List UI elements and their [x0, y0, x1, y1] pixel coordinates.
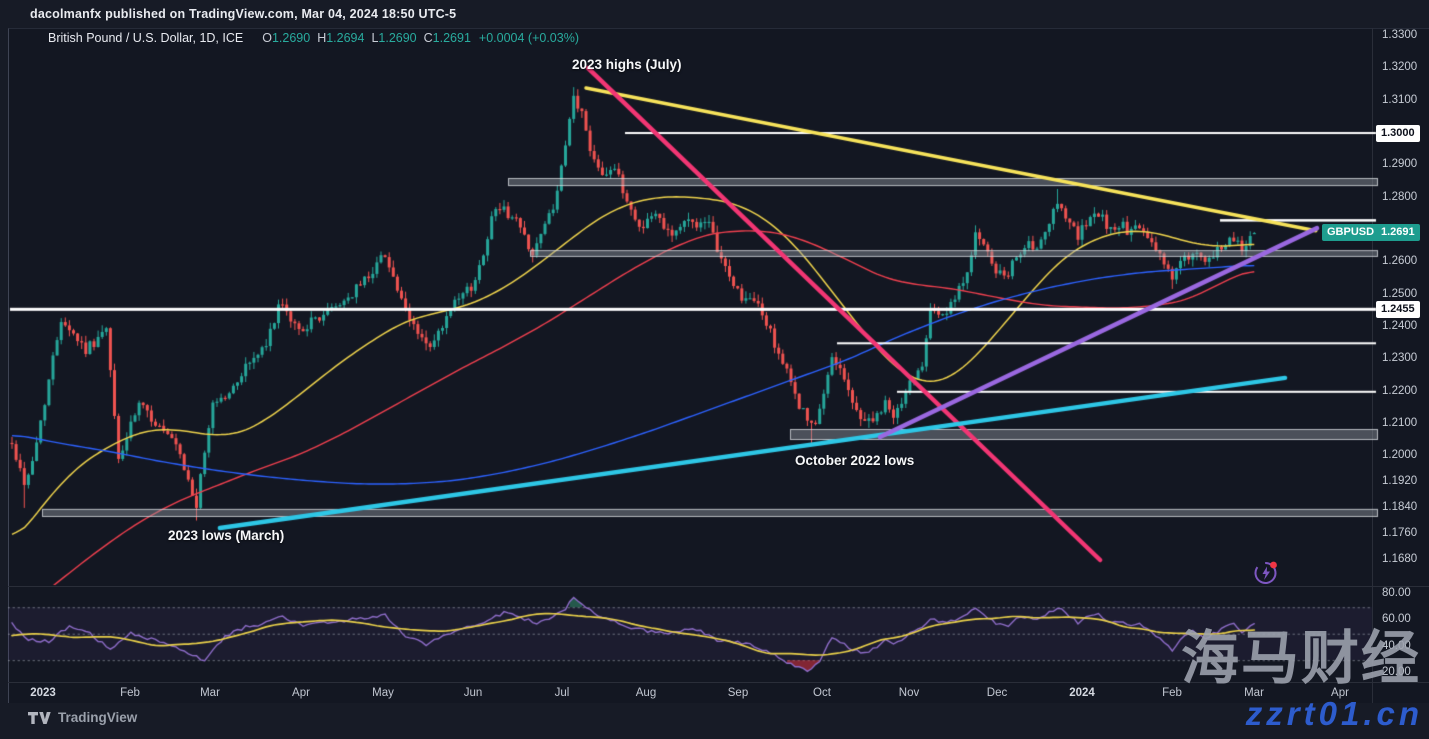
- ohlc-label: H: [317, 31, 327, 45]
- price-tick-label: 1.2900: [1382, 158, 1418, 171]
- tradingview-attribution[interactable]: TradingView: [28, 710, 137, 725]
- ohlc-value: 1.2690: [378, 31, 417, 45]
- time-axis-month-label: Apr: [292, 687, 310, 699]
- time-axis-month-label: Feb: [1162, 687, 1182, 699]
- time-axis-year-label: 2023: [30, 687, 56, 699]
- time-axis-month-label: Jun: [463, 687, 483, 699]
- ideas-bolt-icon[interactable]: [1252, 558, 1282, 588]
- price-tick-label: 1.2600: [1382, 255, 1418, 268]
- chart-annotation: 2023 highs (July): [572, 57, 682, 72]
- price-tick-label: 1.2400: [1382, 320, 1418, 333]
- tradingview-logo-icon: [28, 711, 51, 724]
- time-axis-month-label: Aug: [635, 687, 657, 699]
- time-axis-month-label: Apr: [1331, 687, 1349, 699]
- watermark-brand-text: 海马财经: [1180, 626, 1421, 691]
- tradingview-logo-text: TradingView: [58, 710, 138, 725]
- time-axis-year-label: 2024: [1069, 687, 1095, 699]
- watermark-url-text: zzrt01.cn: [1245, 695, 1423, 732]
- symbol-title: British Pound / U.S. Dollar, 1D, ICE: [48, 31, 244, 45]
- price-tick-label: 1.2500: [1382, 287, 1418, 300]
- chart-legend: British Pound / U.S. Dollar, 1D, ICE O1.2…: [48, 31, 579, 45]
- price-tick-label: 1.2200: [1382, 384, 1418, 397]
- last-price-badge: 1.2691: [1376, 224, 1420, 242]
- price-tick-label: 1.2000: [1382, 449, 1418, 462]
- ohlc-label: L: [371, 31, 379, 45]
- price-tick-label: 1.1680: [1382, 553, 1418, 565]
- time-axis-month-label: Mar: [200, 687, 220, 699]
- time-axis-month-label: Jul: [554, 687, 570, 699]
- price-tick-label: 1.3200: [1382, 61, 1418, 74]
- price-tick-label: 1.1760: [1382, 527, 1418, 540]
- time-axis-month-label: Dec: [986, 687, 1008, 699]
- rsi-tick-label: 80.00: [1382, 587, 1411, 599]
- ohlc-values: O1.2690 H1.2694 L1.2690 C1.2691: [255, 31, 471, 45]
- price-tick-label: 1.2800: [1382, 190, 1418, 203]
- price-tick-label: 1.2100: [1382, 417, 1418, 430]
- price-tick-label: 1.3300: [1382, 29, 1418, 41]
- time-axis-month-label: Mar: [1244, 687, 1264, 699]
- time-axis-month-label: May: [372, 687, 394, 699]
- level-price-badge: 1.2455: [1376, 300, 1420, 318]
- ohlc-value: 1.2690: [271, 31, 311, 45]
- rsi-tick-label: 20.00: [1382, 666, 1411, 679]
- price-tick-label: 1.2300: [1382, 352, 1418, 365]
- symbol-badge: GBPUSD: [1322, 224, 1380, 242]
- price-tick-label: 1.1920: [1382, 475, 1418, 488]
- price-tick-label: 1.1840: [1382, 501, 1418, 514]
- ohlc-label: C: [423, 31, 433, 45]
- level-price-badge: 1.3000: [1376, 124, 1420, 142]
- price-tick-label: 1.3100: [1382, 93, 1418, 106]
- time-axis-month-label: Nov: [898, 687, 920, 699]
- ohlc-value: 1.2694: [326, 31, 365, 45]
- rsi-tick-label: 60.00: [1382, 613, 1411, 626]
- change-value: +0.0004 (+0.03%): [478, 31, 579, 45]
- time-axis-month-label: Feb: [120, 687, 140, 699]
- ohlc-value: 1.2691: [432, 31, 471, 45]
- time-axis-month-label: Oct: [813, 687, 831, 699]
- ohlc-label: O: [262, 31, 272, 45]
- chart-annotation: 2023 lows (March): [168, 528, 285, 543]
- chart-annotation: October 2022 lows: [795, 453, 915, 468]
- rsi-tick-label: 40.00: [1382, 639, 1411, 652]
- time-axis-month-label: Sep: [727, 687, 749, 699]
